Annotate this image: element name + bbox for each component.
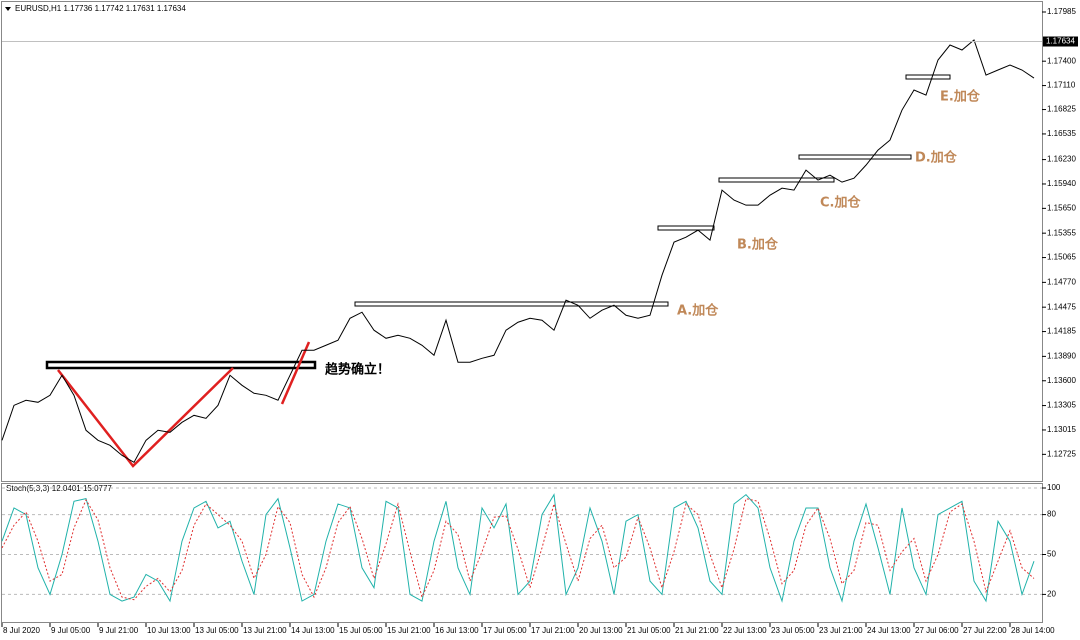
y-tick-label: 1.15940 [1047, 179, 1076, 188]
x-tick-label: 10 Jul 13:00 [147, 626, 191, 635]
level-box [718, 177, 835, 183]
x-tick-label: 13 Jul 21:00 [243, 626, 287, 635]
y-tick-label: 1.15355 [1047, 228, 1076, 237]
x-tick-label: 15 Jul 05:00 [339, 626, 383, 635]
annotation: D.加仓 [915, 150, 958, 166]
x-tick-label: 21 Jul 21:00 [675, 626, 719, 635]
y-tick-label: 1.17110 [1047, 81, 1076, 90]
y-tick-label: 1.16230 [1047, 155, 1076, 164]
level-box [657, 225, 715, 231]
series-line [1, 498, 1035, 601]
price-panel [1, 1, 1043, 482]
y-tick-label: 1.13890 [1047, 351, 1076, 360]
x-tick-label: 27 Jul 22:00 [963, 626, 1007, 635]
stoch-panel [1, 483, 1043, 623]
y-tick-label: 50 [1047, 550, 1056, 559]
y-tick-label: 20 [1047, 590, 1056, 599]
x-tick-label: 9 Jul 21:00 [99, 626, 139, 635]
y-tick-label: 1.14770 [1047, 277, 1076, 286]
y-tick-label: 1.16535 [1047, 129, 1076, 138]
last-price-box [1043, 36, 1078, 47]
x-tick-label: 28 Jul 14:00 [1011, 626, 1055, 635]
series-line [1, 493, 1035, 603]
level-box [354, 301, 669, 307]
y-tick-label: 1.14185 [1047, 327, 1076, 336]
annotations [45, 74, 951, 468]
level-box [905, 74, 951, 80]
annotation: E.加仓 [940, 89, 981, 105]
last-price-label: 1.17634 [1046, 37, 1075, 46]
y-tick-label: 1.17985 [1047, 7, 1076, 16]
y-tick-label: 1.12725 [1047, 449, 1076, 458]
x-tick-label: 20 Jul 13:00 [579, 626, 623, 635]
annotation: C.加仓 [820, 195, 861, 211]
x-tick-label: 14 Jul 13:00 [291, 626, 335, 635]
trend-line [57, 367, 234, 468]
x-tick-label: 13 Jul 05:00 [195, 626, 239, 635]
annotation: B.加仓 [737, 237, 779, 253]
x-tick-label: 23 Jul 21:00 [819, 626, 863, 635]
y-tick-label: 1.15650 [1047, 203, 1076, 212]
annotation: A.加仓 [677, 303, 719, 319]
x-tick-label: 17 Jul 21:00 [531, 626, 575, 635]
x-tick-label: 9 Jul 05:00 [51, 626, 91, 635]
price-title: EURUSD,H1 1.17736 1.17742 1.17631 1.1763… [15, 4, 186, 13]
y-tick-label: 1.13015 [1047, 425, 1076, 434]
x-tick-label: 8 Jul 2020 [3, 626, 40, 635]
x-tick-label: 24 Jul 13:00 [867, 626, 911, 635]
x-tick-label: 16 Jul 13:00 [435, 626, 479, 635]
x-tick-label: 15 Jul 21:00 [387, 626, 431, 635]
level-box [798, 154, 912, 160]
y-tick-label: 1.13600 [1047, 376, 1076, 385]
y-tick-label: 1.13305 [1047, 401, 1076, 410]
breakout-box [45, 360, 317, 370]
x-tick-label: 23 Jul 05:00 [771, 626, 815, 635]
y-tick-label: 80 [1047, 510, 1056, 519]
stoch-title: Stoch(5,3,3) 12.0401 15.0777 [6, 484, 112, 493]
y-tick-label: 100 [1047, 483, 1061, 492]
y-tick-label: 1.14475 [1047, 302, 1076, 311]
y-tick-label: 1.15065 [1047, 253, 1076, 262]
x-tick-label: 22 Jul 13:00 [723, 626, 767, 635]
trend-line [280, 341, 311, 405]
x-tick-label: 17 Jul 05:00 [483, 626, 527, 635]
menu-arrow[interactable] [5, 7, 11, 11]
x-tick-label: 21 Jul 05:00 [627, 626, 671, 635]
y-tick-label: 1.16825 [1047, 105, 1076, 114]
annotation: 趋势确立！ [325, 362, 390, 378]
y-tick-label: 1.17400 [1047, 56, 1076, 65]
series-line [1, 39, 1035, 464]
x-tick-label: 27 Jul 06:00 [915, 626, 959, 635]
